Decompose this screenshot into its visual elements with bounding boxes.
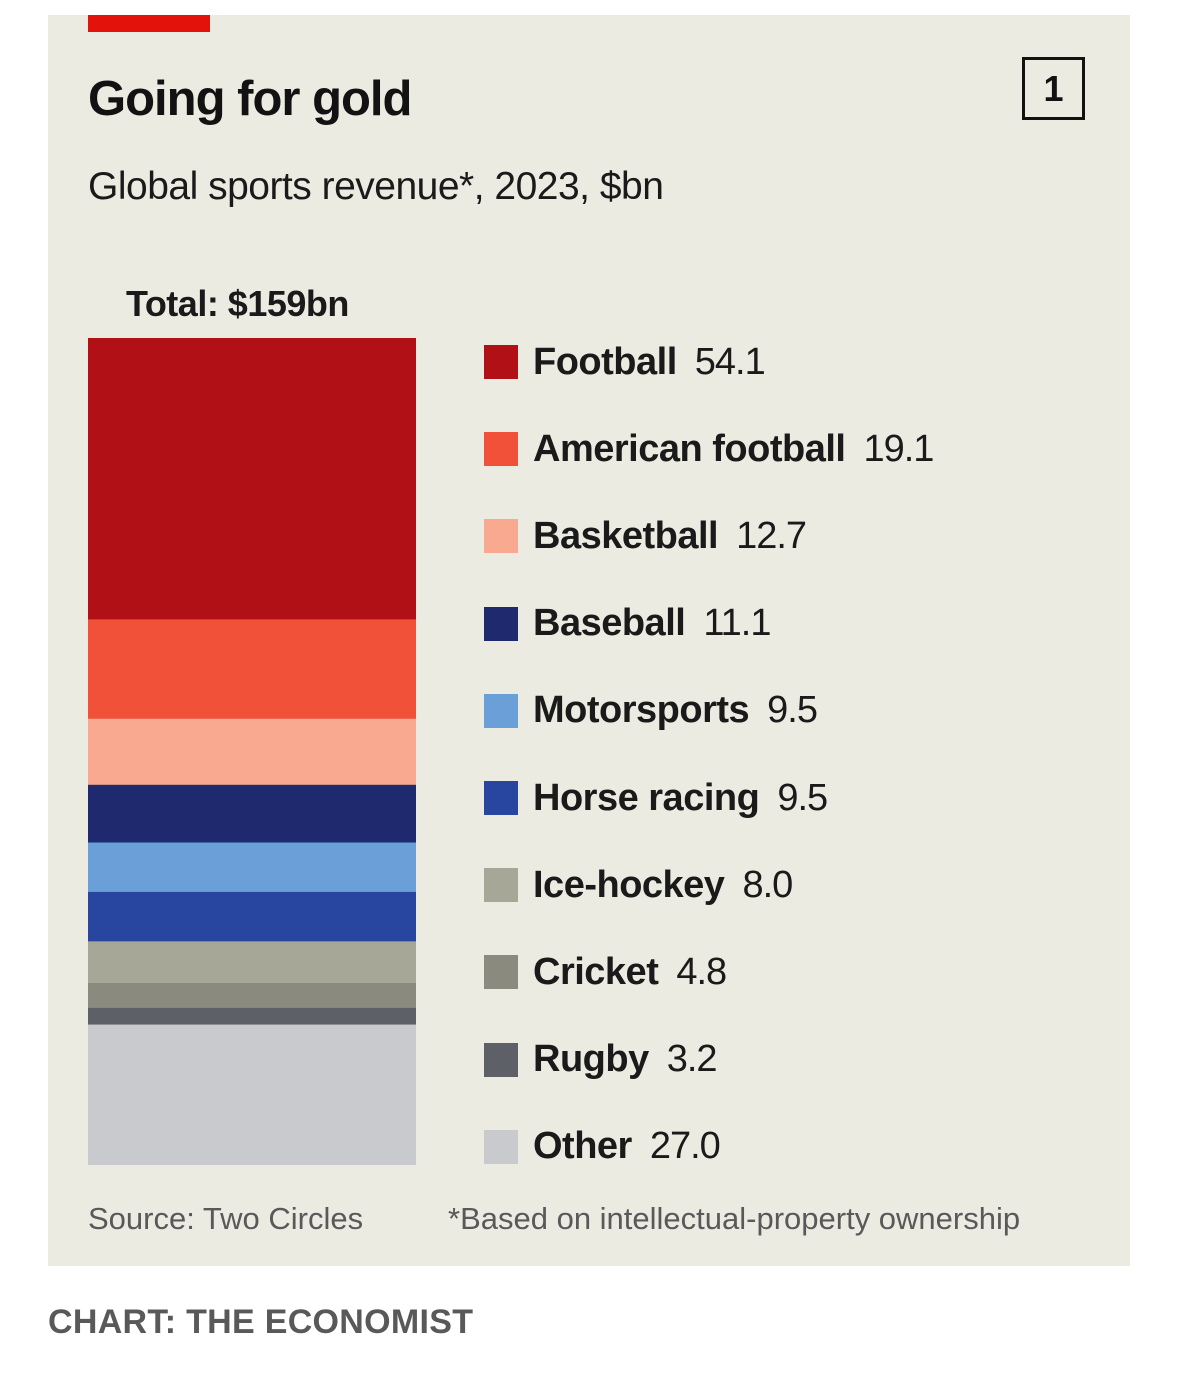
legend-label: American football	[533, 427, 846, 470]
legend-label: Ice-hockey	[533, 863, 725, 906]
legend-item-motorsports: Motorsports 9.5	[484, 689, 818, 733]
chart-title: Going for gold	[88, 72, 412, 126]
legend-swatch	[484, 781, 518, 815]
brand-tag	[88, 15, 210, 32]
legend-item-american-football: American football 19.1	[484, 427, 934, 471]
legend-item-other: Other 27.0	[484, 1125, 721, 1169]
legend-value: 11.1	[703, 602, 771, 645]
legend-label: Football	[533, 340, 677, 383]
legend-label: Basketball	[533, 514, 719, 557]
legend-label: Cricket	[533, 950, 659, 993]
bar-segment-cricket	[88, 982, 416, 1009]
legend-value: 4.8	[676, 950, 727, 993]
chart-panel: Going for gold 1 Global sports revenue*,…	[48, 15, 1130, 1266]
chart-subtitle: Global sports revenue*, 2023, $bn	[88, 165, 664, 208]
bar-segment-other	[88, 1024, 416, 1165]
legend-item-ice-hockey: Ice-hockey 8.0	[484, 863, 793, 907]
legend-item-baseball: Baseball 11.1	[484, 602, 771, 646]
legend-item-basketball: Basketball 12.7	[484, 514, 807, 558]
legend-label: Horse racing	[533, 776, 760, 819]
bar-segment-ice-hockey	[88, 941, 416, 984]
legend-value: 54.1	[694, 340, 766, 383]
legend-value: 3.2	[666, 1038, 718, 1081]
legend: Football 54.1 American football 19.1 Basketb…	[484, 338, 1124, 1188]
footnote: *Based on intellectual-property ownershi…	[448, 1201, 1021, 1236]
chart-credit: CHART: THE ECONOMIST	[48, 1303, 474, 1341]
legend-swatch	[484, 955, 518, 990]
legend-swatch	[484, 432, 518, 467]
legend-value: 27.0	[649, 1125, 721, 1168]
legend-item-rugby: Rugby 3.2	[484, 1038, 718, 1082]
legend-value: 9.5	[767, 689, 818, 732]
legend-swatch	[484, 693, 518, 728]
legend-swatch	[484, 345, 518, 379]
legend-item-football: Football 54.1	[484, 340, 766, 384]
bar-segment-american-football	[88, 619, 416, 720]
legend-value: 12.7	[736, 514, 807, 557]
legend-label: Other	[533, 1125, 632, 1168]
bar-segment-football	[88, 338, 416, 620]
total-label: Total: $159bn	[126, 283, 349, 324]
legend-label: Motorsports	[533, 689, 750, 732]
legend-item-horse-racing: Horse racing 9.5	[484, 776, 828, 820]
legend-value: 19.1	[863, 427, 934, 470]
legend-swatch	[484, 868, 518, 903]
legend-swatch	[484, 606, 518, 641]
bar-segment-baseball	[88, 784, 416, 844]
legend-value: 9.5	[777, 776, 828, 819]
legend-item-cricket: Cricket 4.8	[484, 950, 727, 994]
bar-segment-basketball	[88, 718, 416, 786]
bar-segment-rugby	[88, 1007, 416, 1026]
legend-value: 8.0	[742, 863, 793, 906]
legend-label: Rugby	[533, 1038, 649, 1081]
legend-swatch	[484, 1042, 518, 1077]
legend-swatch	[484, 1129, 518, 1164]
source-note: Source: Two Circles	[88, 1201, 364, 1236]
chart-number-badge: 1	[1022, 57, 1085, 120]
legend-label: Baseball	[533, 602, 686, 645]
bar-segment-motorsports	[88, 842, 416, 893]
stacked-bar	[88, 338, 416, 1165]
legend-swatch	[484, 519, 518, 554]
bar-segment-horse-racing	[88, 891, 416, 942]
